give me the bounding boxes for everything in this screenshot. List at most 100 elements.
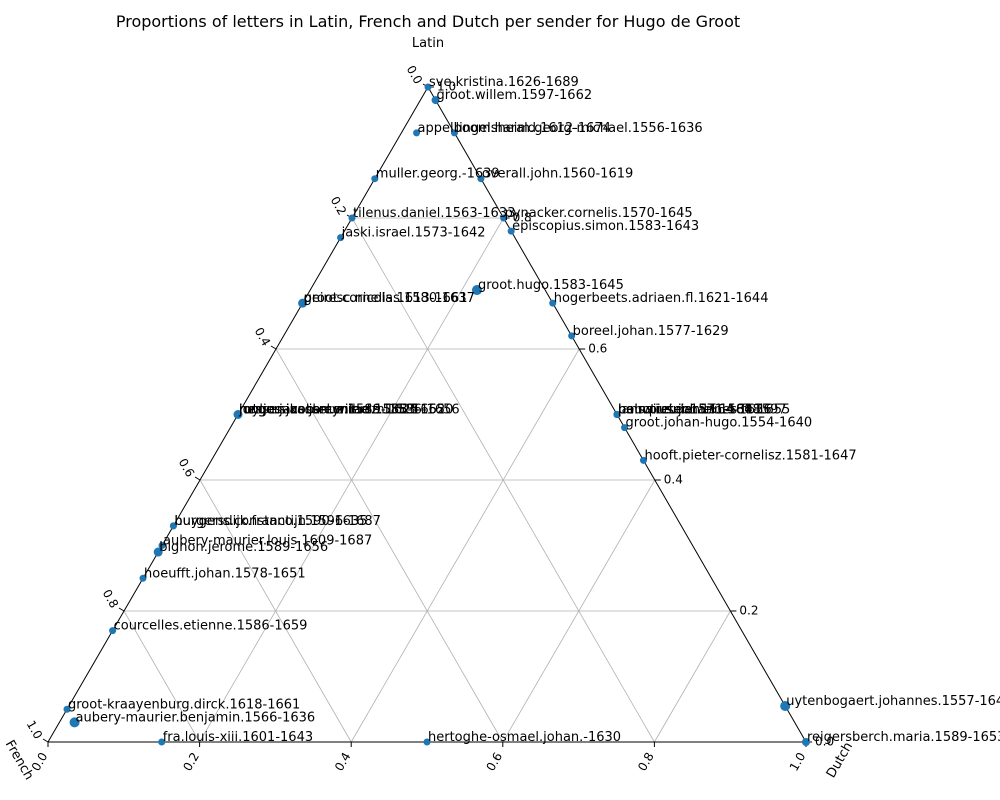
data-label: pynacker.cornelis.1570-1645 — [505, 206, 693, 221]
gridline-dutch — [350, 348, 580, 743]
data-label: burgersdijk.franco.1590-1635 — [174, 514, 367, 529]
data-label: muller.georg.-1639 — [376, 167, 500, 182]
data-point — [371, 175, 379, 183]
tick-mark-left — [118, 607, 125, 612]
data-point — [471, 285, 482, 296]
gridline-french — [123, 610, 200, 743]
data-point — [139, 574, 147, 582]
tick-label-left: 0.6 — [176, 456, 198, 480]
data-point — [109, 627, 117, 635]
data-label: courcelles.etienne.1586-1659 — [114, 619, 308, 634]
data-point — [500, 214, 508, 222]
tick-label-right: 0.2 — [739, 604, 758, 618]
data-label: heinsius.daniel.1580-1655 — [618, 403, 790, 418]
axis-label-french: French — [2, 738, 37, 783]
tick-label-left: 0.8 — [100, 587, 122, 611]
data-point — [613, 411, 621, 418]
data-point — [158, 542, 166, 549]
tick-label-right: 0.6 — [588, 342, 607, 356]
data-label: tilenus.daniel.1563-1633 — [353, 206, 515, 221]
data-label: mylius.jacob-conrad.1585-1652 — [239, 403, 445, 418]
tick-label-left: 0.4 — [252, 325, 274, 349]
data-points — [63, 83, 810, 746]
data-point — [158, 738, 166, 746]
data-point — [621, 424, 629, 432]
data-label: hoeufft.johan.1578-1651 — [144, 566, 306, 581]
data-point — [69, 717, 80, 728]
data-label: boreel.johan.1577-1629 — [573, 324, 729, 339]
tick-mark-left — [270, 345, 277, 350]
data-point — [233, 410, 243, 419]
data-point — [63, 705, 71, 713]
data-label: groot.johan-hugo.1554-1640 — [626, 416, 813, 431]
tick-label-bottom: 1.0 — [787, 750, 809, 774]
tick-label-right: 0.0 — [815, 735, 834, 749]
data-point — [780, 700, 791, 711]
data-point — [568, 332, 576, 340]
data-point — [348, 214, 356, 222]
data-label: aubery-maurier.benjamin.1566-1636 — [76, 710, 316, 725]
data-label: fra.louis-xiii.1601-1643 — [163, 730, 313, 745]
tick-label-right: 0.8 — [513, 211, 532, 225]
data-label: pols.pieter.1571-1648 — [618, 403, 761, 418]
tick-label-right: 0.4 — [664, 473, 683, 487]
tick-label-right: 1.0 — [437, 80, 456, 94]
data-label: uytenbogaert.johannes.1557-1644 — [786, 694, 1000, 709]
data-label: jonge.jacob-reyniersz.1583-1650 — [238, 403, 453, 418]
data-point — [802, 738, 810, 746]
tick-label-bottom: 0.8 — [635, 750, 657, 774]
data-point — [424, 83, 432, 91]
chart-title: Proportions of letters in Latin, French … — [116, 12, 740, 31]
data-label: rutgersius.janus.1589-1625 — [239, 403, 419, 418]
data-label: groot.hugo.1583-1645 — [478, 278, 624, 293]
tick-mark-left — [42, 738, 49, 743]
data-point — [423, 738, 431, 746]
gridline-dutch — [502, 479, 656, 743]
tick-label-bottom: 0.4 — [332, 750, 354, 774]
data-label: groot-kraayenburg.dirck.1618-1661 — [68, 697, 300, 712]
data-label: pauw.reinier.1564-1636 — [618, 403, 772, 418]
data-label: lamotius.johannes.fl.1597 — [618, 403, 787, 418]
data-label: groot.willem.1597-1662 — [437, 88, 593, 103]
data-label: hooft.pieter-cornelisz.1581-1647 — [644, 448, 856, 463]
tick-label-bottom: 0.6 — [484, 750, 506, 774]
data-label: episcopius.simon.1583-1643 — [512, 219, 699, 234]
gridline-french — [275, 348, 504, 743]
data-point — [337, 234, 345, 242]
data-label: overall.john.1560-1619 — [482, 167, 633, 182]
data-point — [153, 547, 163, 557]
data-label: hogerbeets.adriaen.fl.1621-1644 — [554, 291, 769, 306]
gridline-french — [199, 479, 352, 743]
data-point — [507, 227, 515, 235]
point-labels: sve.kristina.1626-1689groot.willem.1597-… — [68, 75, 1000, 745]
data-label: peiresc.nicolas.1580-1637 — [304, 291, 475, 306]
data-label: aubery-maurier.louis.1609-1687 — [163, 534, 372, 549]
data-point — [413, 129, 421, 137]
grid-lines — [123, 217, 731, 743]
data-point — [450, 129, 458, 137]
data-label: lingelsheim.georg-michael.1556-1636 — [455, 121, 702, 136]
data-label: groot.cornelis.1613-1661 — [304, 291, 468, 306]
gridline-dutch — [654, 610, 731, 743]
data-label: appelboom.harald.1612-1674 — [418, 121, 611, 136]
data-label: bignon.jerome.1589-1656 — [159, 540, 328, 555]
data-point — [431, 96, 440, 105]
data-label: hertoghe-osmael.johan.-1630 — [428, 730, 621, 745]
axis-label-latin: Latin — [412, 36, 444, 51]
data-point — [298, 298, 308, 308]
data-point — [549, 299, 557, 307]
data-point — [477, 175, 485, 183]
data-point — [639, 456, 647, 464]
tick-label-bottom: 0.2 — [180, 750, 202, 774]
data-point — [169, 522, 177, 530]
data-label: sve.kristina.1626-1689 — [429, 75, 579, 90]
tick-mark-left — [194, 476, 201, 481]
tick-label-left: 0.0 — [404, 63, 426, 87]
tick-label-left: 1.0 — [24, 718, 46, 742]
data-label: reigersberch.maria.1589-1653 — [807, 730, 1000, 745]
data-label: huygens.constantijn.1596-1687 — [174, 514, 381, 529]
data-label: hessen-kassel.wilhelm.1586-1656 — [239, 403, 460, 418]
tick-label-left: 0.2 — [328, 194, 350, 218]
data-label: jaski.israel.1573-1642 — [341, 226, 486, 241]
